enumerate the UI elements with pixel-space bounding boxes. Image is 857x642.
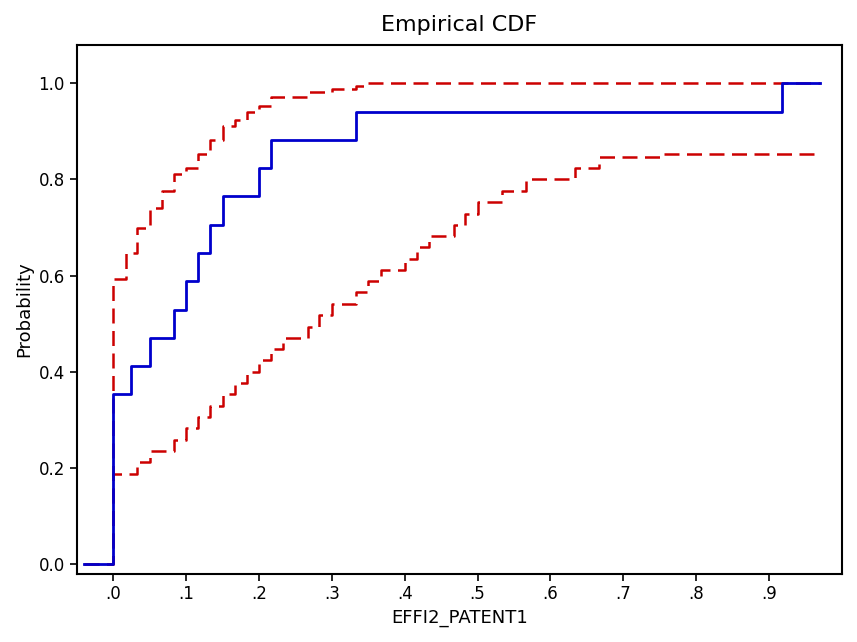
X-axis label: EFFI2_PATENT1: EFFI2_PATENT1	[391, 609, 528, 627]
Y-axis label: Probability: Probability	[15, 261, 33, 357]
Title: Empirical CDF: Empirical CDF	[381, 15, 537, 35]
